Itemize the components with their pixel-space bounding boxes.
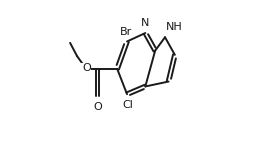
Text: Cl: Cl: [122, 100, 133, 110]
Text: NH: NH: [166, 22, 182, 32]
Text: Br: Br: [120, 27, 133, 36]
Text: O: O: [82, 63, 91, 73]
Text: O: O: [93, 102, 102, 112]
Text: N: N: [141, 18, 150, 28]
